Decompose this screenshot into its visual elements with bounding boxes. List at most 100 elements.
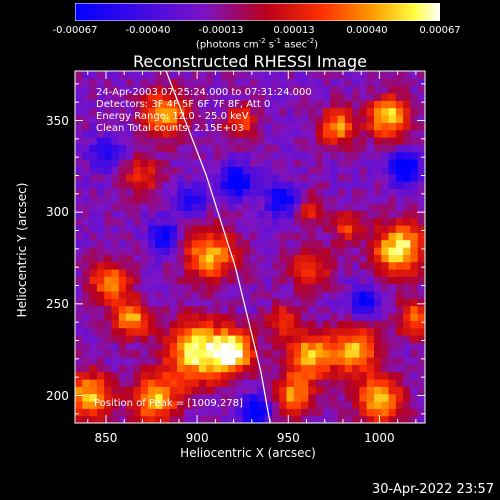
heatmap-cell <box>162 386 171 395</box>
heatmap-cell <box>177 276 185 285</box>
heatmap-cell <box>220 415 229 423</box>
heatmap-cell <box>118 173 127 182</box>
heatmap-cell <box>220 203 229 211</box>
heatmap-cell <box>417 225 425 233</box>
heatmap-cell <box>417 364 425 373</box>
heatmap-cell <box>344 225 353 233</box>
heatmap-cell <box>220 173 229 182</box>
heatmap-cell <box>133 261 142 270</box>
heatmap-cell <box>213 137 222 145</box>
heatmap-cell <box>206 217 215 226</box>
heatmap-cell <box>199 408 207 417</box>
heatmap-cell <box>184 78 193 87</box>
heatmap-cell <box>162 254 171 263</box>
heatmap-cell <box>293 291 302 299</box>
heatmap-cell <box>308 364 317 373</box>
heatmap-cell <box>337 357 346 365</box>
heatmap-cell <box>250 408 258 417</box>
timestamp: 30-Apr-2022 23:57 <box>372 482 494 497</box>
heatmap-cell <box>220 217 229 226</box>
heatmap-cell <box>286 283 295 292</box>
heatmap-cell <box>417 415 425 423</box>
heatmap-cell <box>344 129 353 138</box>
heatmap-cell <box>199 137 207 145</box>
heatmap-cell <box>257 276 266 285</box>
heatmap-cell <box>155 261 164 270</box>
heatmap-cell <box>359 137 368 145</box>
heatmap-cell <box>177 122 185 131</box>
heatmap-cell <box>242 357 251 365</box>
heatmap-cell <box>133 247 142 255</box>
heatmap-cell <box>162 188 171 197</box>
heatmap-cell <box>220 159 229 167</box>
heatmap-cell <box>388 239 397 248</box>
heatmap-cell <box>213 166 222 175</box>
heatmap-cell <box>264 313 273 321</box>
heatmap-cell <box>395 364 404 373</box>
heatmap-cell <box>126 78 134 87</box>
heatmap-cell <box>279 415 288 423</box>
heatmap-cell <box>118 335 127 343</box>
heatmap-cell <box>96 305 105 314</box>
heatmap-cell <box>169 107 178 116</box>
heatmap-cell <box>133 188 142 197</box>
heatmap-cell <box>301 239 309 248</box>
heatmap-cell <box>374 320 382 329</box>
heatmap-cell <box>264 115 273 123</box>
heatmap-cell <box>359 188 368 197</box>
heatmap-cell <box>308 408 317 417</box>
heatmap-cell <box>111 364 120 373</box>
heatmap-cell <box>96 225 105 233</box>
heatmap-cell <box>147 291 156 299</box>
heatmap-cell <box>293 100 302 109</box>
heatmap-cell <box>366 386 375 395</box>
heatmap-cell <box>352 137 360 145</box>
heatmap-cell <box>374 173 382 182</box>
heatmap-cell <box>403 364 411 373</box>
heatmap-cell <box>213 144 222 153</box>
heatmap-cell <box>417 129 425 138</box>
heatmap-cell <box>279 276 288 285</box>
heatmap-cell <box>111 291 120 299</box>
heatmap-cell <box>147 386 156 395</box>
heatmap-cell <box>352 239 360 248</box>
heatmap-cell <box>279 320 288 329</box>
heatmap-cell <box>322 239 331 248</box>
heatmap-cell <box>126 93 134 101</box>
heatmap-cell <box>250 166 258 175</box>
heatmap-cell <box>82 122 91 131</box>
heatmap-cell <box>344 188 353 197</box>
heatmap-cell <box>344 254 353 263</box>
heatmap-cell <box>410 188 419 197</box>
heatmap-cell <box>162 247 171 255</box>
heatmap-cell <box>75 137 83 145</box>
heatmap-cell <box>359 357 368 365</box>
heatmap-cell <box>250 225 258 233</box>
heatmap-cell <box>301 203 309 211</box>
heatmap-cell <box>89 159 98 167</box>
heatmap-cell <box>271 415 280 423</box>
heatmap-cell <box>301 173 309 182</box>
heatmap-cell <box>352 291 360 299</box>
heatmap-cell <box>374 261 382 270</box>
heatmap-cell <box>177 137 185 145</box>
heatmap-cell <box>381 415 390 423</box>
heatmap-cell <box>352 151 360 160</box>
heatmap-cell <box>271 371 280 380</box>
heatmap-cell <box>315 78 324 87</box>
heatmap-cell <box>177 195 185 204</box>
heatmap-cell <box>82 137 91 145</box>
heatmap-cell <box>403 349 411 358</box>
heatmap-cell <box>191 313 200 321</box>
heatmap-cell <box>279 173 288 182</box>
heatmap-cell <box>257 210 266 219</box>
heatmap-cell <box>366 305 375 314</box>
heatmap-cell <box>271 254 280 263</box>
heatmap-cell <box>242 129 251 138</box>
heatmap-cell <box>177 210 185 219</box>
heatmap-cell <box>228 291 236 299</box>
heatmap-cell <box>344 320 353 329</box>
heatmap-cell <box>126 210 134 219</box>
heatmap-cell <box>191 188 200 197</box>
heatmap-cell <box>162 357 171 365</box>
